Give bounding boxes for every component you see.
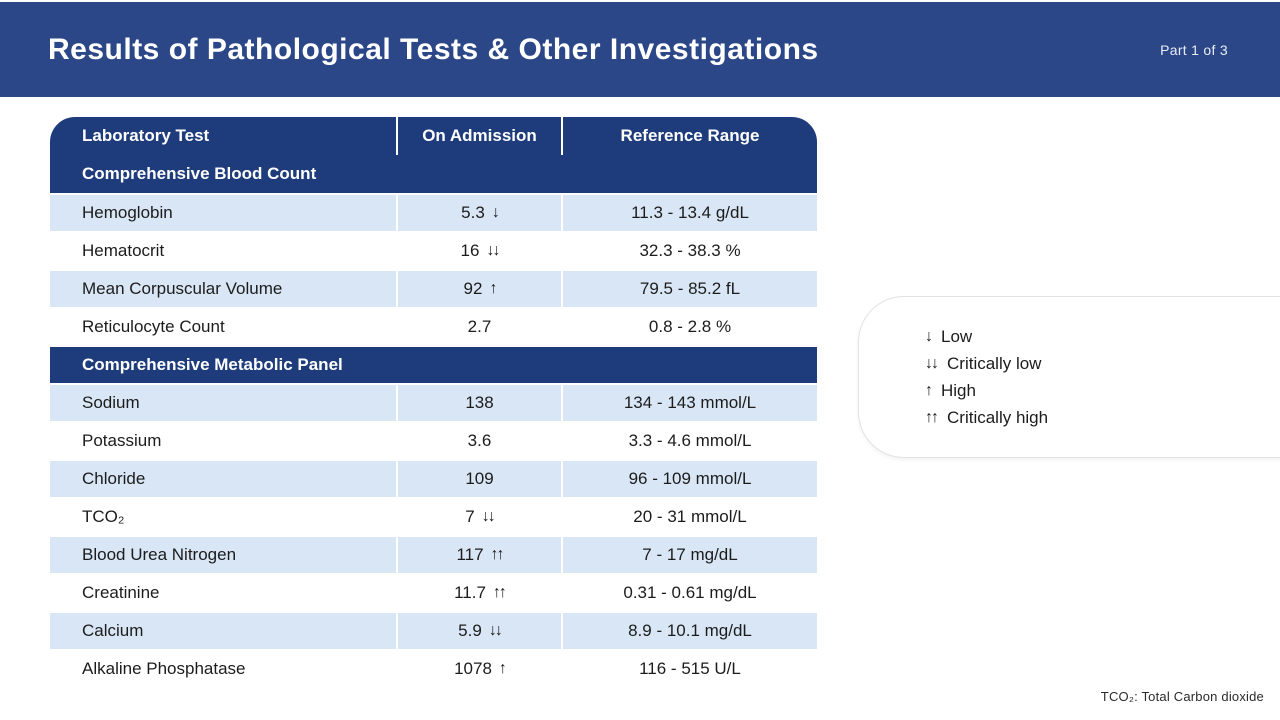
table-row: Creatinine 11.7 ↑↑ 0.31 - 0.61 mg/dL — [50, 573, 817, 611]
admission-value-cell: 2.7 — [396, 309, 561, 345]
down-arrow-icon: ↓↓ — [486, 242, 500, 259]
table-row: Calcium 5.9 ↓↓ 8.9 - 10.1 mg/dL — [50, 611, 817, 649]
table-body: Comprehensive Blood Count Hemoglobin 5.3 ↓ 1… — [50, 155, 817, 687]
admission-value-cell: 138 — [396, 385, 561, 421]
down-arrow-icon: ↓↓ — [925, 354, 939, 372]
admission-value-cell: 11.7 ↑↑ — [396, 575, 561, 611]
down-arrow-icon: ↓↓ — [481, 508, 496, 525]
admission-value-cell: 1078 ↑ — [396, 651, 561, 687]
admission-value: 92 — [463, 279, 483, 298]
page-title: Results of Pathological Tests & Other In… — [48, 32, 819, 66]
footnote-tco2: TCO₂: Total Carbon dioxide — [1100, 689, 1264, 704]
column-header-laboratory-test: Laboratory Test — [82, 126, 210, 145]
down-arrow-icon: ↓ — [925, 327, 933, 345]
admission-value: 2.7 — [467, 317, 492, 336]
lab-results-table: Laboratory Test On Admission Reference R… — [50, 117, 817, 687]
test-name-cell: Hemoglobin — [82, 203, 173, 222]
admission-value: 3.6 — [467, 431, 492, 450]
header-banner: Results of Pathological Tests & Other In… — [0, 2, 1280, 97]
reference-range-cell: 79.5 - 85.2 fL — [561, 271, 817, 307]
legend-label: Low — [941, 326, 973, 346]
up-arrow-icon: ↑ — [498, 660, 507, 677]
legend-item: ↓ Low — [925, 327, 1280, 347]
reference-range-cell: 96 - 109 mmol/L — [561, 461, 817, 497]
test-name-cell: Calcium — [82, 621, 144, 640]
reference-range-cell: 0.8 - 2.8 % — [561, 309, 817, 345]
admission-value-cell: 109 — [396, 461, 561, 497]
admission-value: 5.3 — [461, 203, 485, 222]
table-row: Hemoglobin 5.3 ↓ 11.3 - 13.4 g/dL — [50, 193, 817, 231]
legend-label: Critically high — [947, 407, 1049, 427]
section-header-row: Comprehensive Metabolic Panel — [50, 345, 817, 383]
admission-value: 1078 — [454, 659, 492, 678]
admission-value-cell: 92 ↑ — [396, 271, 561, 307]
admission-value: 11.7 — [454, 583, 486, 602]
table-row: Alkaline Phosphatase 1078 ↑ 116 - 515 U/L — [50, 649, 817, 687]
admission-value-cell: 7 ↓↓ — [396, 499, 561, 535]
admission-value: 109 — [465, 469, 494, 488]
test-name-cell: Chloride — [82, 469, 146, 488]
admission-value: 7 — [465, 507, 475, 526]
table-row: Chloride 109 96 - 109 mmol/L — [50, 459, 817, 497]
reference-range-cell: 8.9 - 10.1 mg/dL — [561, 613, 817, 649]
up-arrow-icon: ↑↑ — [490, 546, 505, 563]
reference-range-cell: 7 - 17 mg/dL — [561, 537, 817, 573]
test-name-cell: Blood Urea Nitrogen — [82, 545, 237, 564]
up-arrow-icon: ↑↑ — [492, 584, 507, 601]
admission-value-cell: 5.3 ↓ — [396, 195, 561, 231]
table-row: Hematocrit 16 ↓↓ 32.3 - 38.3 % — [50, 231, 817, 269]
legend-item: ↑↑ Critically high — [925, 408, 1280, 428]
table-header-row: Laboratory Test On Admission Reference R… — [50, 117, 817, 155]
reference-range-cell: 32.3 - 38.3 % — [561, 233, 817, 269]
admission-value: 117 — [456, 545, 484, 564]
admission-value-cell: 3.6 — [396, 423, 561, 459]
arrow-legend: ↓ Low ↓↓ Critically low ↑ High ↑↑ Critically hi… — [858, 296, 1280, 458]
reference-range-cell: 11.3 - 13.4 g/dL — [561, 195, 817, 231]
legend-label: Critically low — [947, 353, 1042, 373]
up-arrow-icon: ↑ — [489, 280, 497, 297]
test-name-cell: Potassium — [82, 431, 162, 450]
reference-range-cell: 116 - 515 U/L — [561, 651, 817, 687]
test-name-cell: Reticulocyte Count — [82, 317, 225, 336]
reference-range-cell: 20 - 31 mmol/L — [561, 499, 817, 535]
table-row: TCO₂ 7 ↓↓ 20 - 31 mmol/L — [50, 497, 817, 535]
part-indicator: Part 1 of 3 — [1160, 41, 1228, 58]
column-header-reference-range: Reference Range — [561, 117, 817, 155]
reference-range-cell: 0.31 - 0.61 mg/dL — [561, 575, 817, 611]
admission-value-cell: 5.9 ↓↓ — [396, 613, 561, 649]
section-header-row: Comprehensive Blood Count — [50, 155, 817, 193]
up-arrow-icon: ↑ — [925, 381, 933, 399]
column-header-on-admission: On Admission — [396, 117, 561, 155]
table-row: Reticulocyte Count 2.7 0.8 - 2.8 % — [50, 307, 817, 345]
test-name-cell: Hematocrit — [82, 241, 165, 260]
reference-range-cell: 3.3 - 4.6 mmol/L — [561, 423, 817, 459]
test-name-cell: Alkaline Phosphatase — [82, 659, 246, 678]
admission-value-cell: 117 ↑↑ — [396, 537, 561, 573]
test-name-cell: Mean Corpuscular Volume — [82, 279, 283, 298]
legend-item: ↓↓ Critically low — [925, 354, 1280, 374]
test-name-cell: Sodium — [82, 393, 140, 412]
admission-value: 16 — [460, 241, 480, 260]
table-row: Sodium 138 134 - 143 mmol/L — [50, 383, 817, 421]
admission-value: 138 — [465, 393, 494, 412]
admission-value-cell: 16 ↓↓ — [396, 233, 561, 269]
test-name-cell: TCO₂ — [82, 507, 125, 526]
legend-label: High — [941, 380, 976, 400]
reference-range-cell: 134 - 143 mmol/L — [561, 385, 817, 421]
test-name-cell: Creatinine — [82, 583, 160, 602]
down-arrow-icon: ↓ — [491, 204, 500, 221]
table-row: Mean Corpuscular Volume 92 ↑ 79.5 - 85.2 fL — [50, 269, 817, 307]
legend-item: ↑ High — [925, 381, 1280, 401]
table-row: Potassium 3.6 3.3 - 4.6 mmol/L — [50, 421, 817, 459]
down-arrow-icon: ↓↓ — [488, 622, 503, 639]
admission-value: 5.9 — [458, 621, 482, 640]
table-row: Blood Urea Nitrogen 117 ↑↑ 7 - 17 mg/dL — [50, 535, 817, 573]
up-arrow-icon: ↑↑ — [925, 408, 939, 426]
